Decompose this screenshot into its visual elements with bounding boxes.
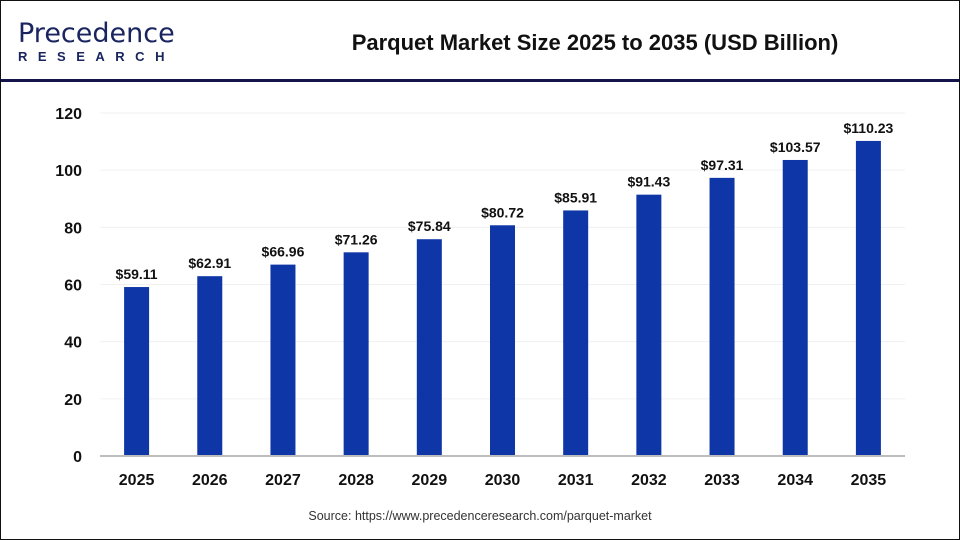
y-tick-label: 60 (64, 278, 82, 295)
y-tick-label: 100 (55, 163, 82, 180)
x-tick-label: 2028 (338, 472, 374, 489)
data-label: $91.43 (627, 174, 670, 190)
chart-title: Parquet Market Size 2025 to 2035 (USD Bi… (351, 30, 839, 55)
x-tick-label: 2027 (265, 472, 301, 489)
data-label: $110.23 (843, 120, 893, 136)
header-divider (1, 79, 959, 82)
bar-2028 (343, 252, 369, 456)
x-tick-label: 2035 (851, 472, 887, 489)
x-tick-label: 2034 (777, 472, 813, 489)
logo-text-top: Precedence (18, 18, 175, 49)
bar-2030 (490, 225, 515, 456)
x-tick-label: 2029 (412, 472, 448, 489)
data-label: $66.96 (262, 244, 305, 260)
bar-2033 (709, 177, 735, 456)
bar-2027 (270, 264, 296, 456)
bar-2035 (855, 140, 881, 457)
data-label: $103.57 (770, 139, 821, 155)
data-label: $75.84 (408, 218, 451, 234)
data-label: $59.11 (116, 266, 158, 282)
x-tick-label: 2026 (192, 472, 228, 489)
bar-2031 (563, 210, 589, 456)
x-tick-label: 2025 (119, 472, 155, 489)
bar-2025 (124, 287, 150, 456)
logo-text-bottom: RESEARCH (18, 49, 175, 64)
bar-2026 (197, 276, 223, 456)
y-tick-label: 0 (73, 449, 82, 466)
data-label: $80.72 (481, 204, 524, 220)
x-tick-label: 2032 (631, 472, 667, 489)
bar-2029 (416, 239, 442, 456)
y-tick-label: 40 (64, 335, 82, 352)
data-label: $71.26 (335, 231, 378, 247)
data-label: $62.91 (188, 255, 231, 271)
bar-2034 (782, 159, 808, 457)
logo: Precedence RESEARCH (18, 18, 175, 65)
data-label: $85.91 (554, 189, 597, 205)
y-tick-label: 20 (64, 392, 82, 409)
bar-2032 (636, 194, 662, 456)
data-label: $97.31 (701, 157, 744, 173)
y-tick-label: 120 (55, 106, 82, 123)
x-tick-label: 2031 (558, 472, 594, 489)
source-note: Source: https://www.precedenceresearch.c… (308, 509, 652, 523)
x-tick-label: 2030 (485, 472, 521, 489)
x-tick-label: 2033 (704, 472, 740, 489)
y-tick-label: 80 (64, 220, 82, 237)
